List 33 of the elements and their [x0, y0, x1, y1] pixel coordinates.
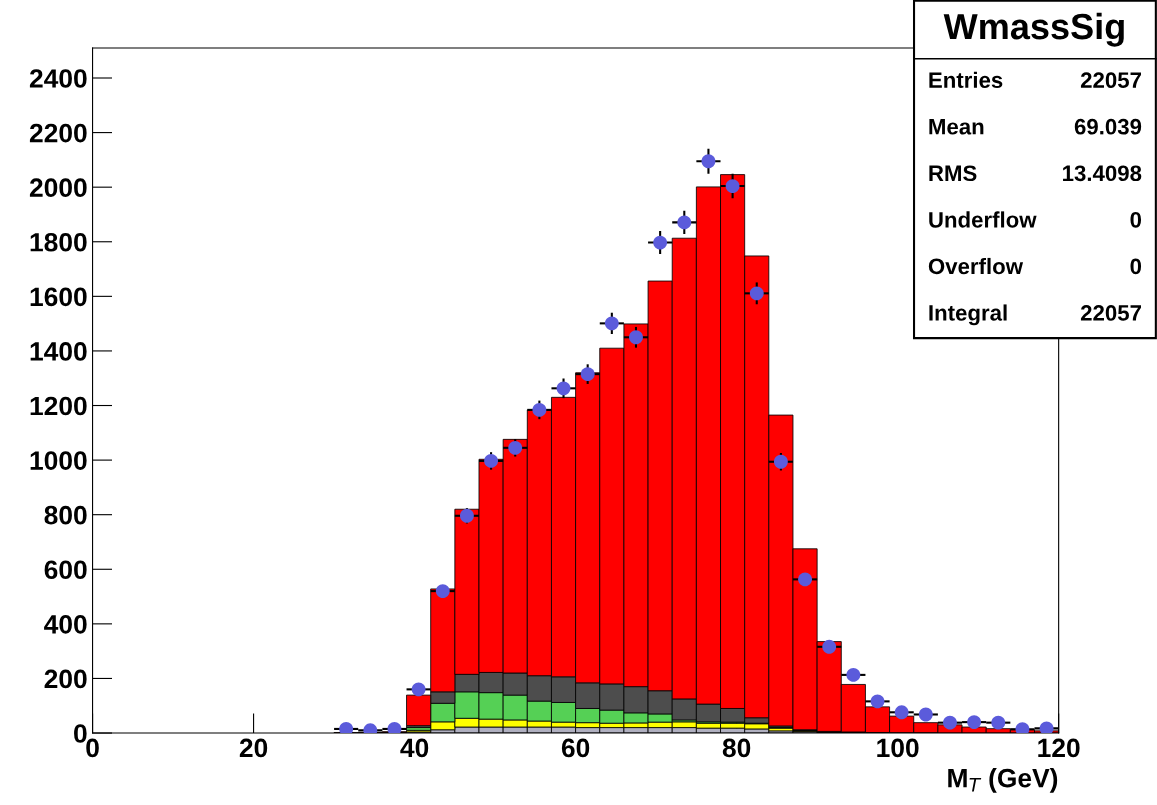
text: 13.4098: [1063, 165, 1142, 182]
x-tick-label: 40: [400, 738, 429, 758]
y-tick-label: 2400: [29, 69, 87, 88]
y-tick-label: 2200: [29, 123, 87, 143]
y-tick-label: 1400: [30, 342, 87, 361]
x-tick-label: 120: [1038, 738, 1080, 758]
y-tick-label: 1200: [30, 396, 87, 416]
y-tick-label: 400: [44, 615, 87, 634]
y-tick-label: 200: [44, 669, 87, 689]
text: WmassSig: [943, 12, 1124, 47]
x-tick-label: 20: [239, 738, 268, 758]
x-tick-label: 60: [561, 738, 590, 758]
text: 22057: [1080, 72, 1141, 89]
text: 0: [1130, 211, 1142, 228]
y-tick-label: 1800: [30, 232, 87, 252]
x-tick-label: 80: [722, 738, 751, 758]
text: 69.039: [1074, 118, 1142, 135]
annotation: Integral: [929, 304, 1007, 326]
annotation: Overflow: [928, 257, 1024, 275]
annotation: Entries: [929, 71, 1003, 89]
x-axis-title: M$_{T}$ (GeV): [948, 768, 1058, 793]
y-tick-label: 0: [74, 724, 87, 743]
annotation: Mean: [929, 119, 984, 135]
y-tick-label: 2000: [29, 178, 87, 197]
y-tick-label: 600: [44, 560, 87, 580]
annotation: Underflow: [929, 211, 1037, 228]
text: 22057: [1080, 305, 1141, 321]
x-tick-label: 100: [877, 738, 919, 758]
y-tick-label: 1000: [30, 451, 87, 470]
y-tick-label: 1600: [30, 287, 87, 307]
annotation: RMS: [929, 165, 977, 182]
text: 0: [1130, 258, 1142, 275]
y-tick-label: 800: [44, 505, 87, 525]
